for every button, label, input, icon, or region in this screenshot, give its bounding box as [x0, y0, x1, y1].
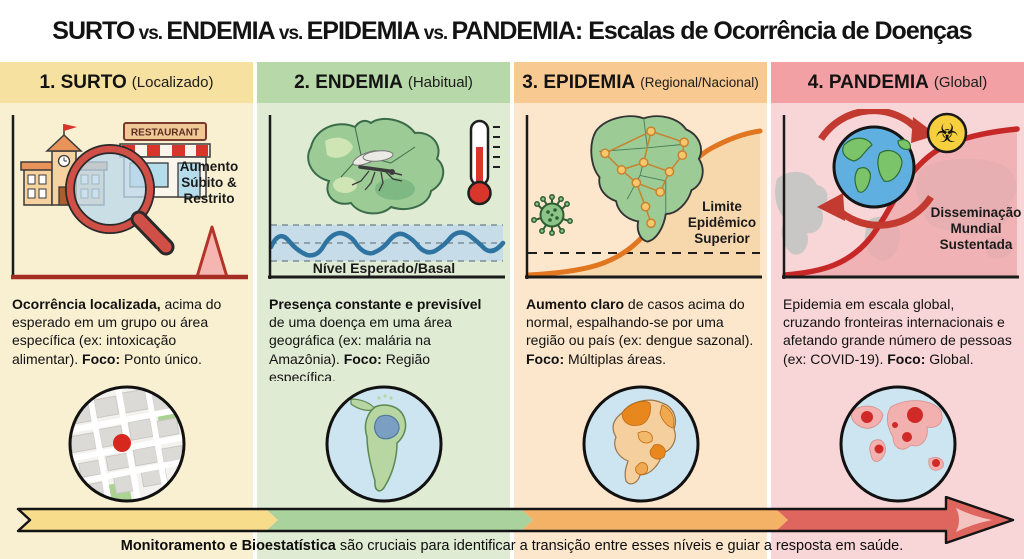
pandemia-chart-panel: ☣ Disseminação Mundial Sustentada: [771, 109, 1024, 287]
focus-label: Foco:: [887, 350, 926, 367]
endemia-chart-panel: Nível Esperado/Basal: [257, 109, 510, 287]
surto-chart-panel: RESTAURANT: [0, 109, 253, 287]
amazon-highlight: [373, 414, 400, 440]
virus-icon: [531, 194, 573, 236]
world-hotspots-icon: [839, 385, 956, 503]
magnifier-icon: [65, 144, 175, 256]
column-qualifier: (Localizado): [131, 74, 214, 91]
brazil-choropleth-icon: [582, 385, 699, 503]
map-circle-epidemia: [514, 383, 767, 505]
column-description: Ocorrência localizada, acima do esperado…: [0, 287, 253, 381]
chart-annotation: Aumento Súbito & Restrito: [179, 159, 239, 206]
column-epidemia: 3. EPIDEMIA (Regional/Nacional): [514, 62, 767, 559]
title-word: PANDEMIA:: [451, 16, 583, 45]
footer-note: Monitoramento e Bioestatística são cruci…: [0, 538, 1024, 554]
focus-label: Foco:: [526, 350, 565, 367]
column-surto-header: 1. SURTO (Localizado): [0, 62, 253, 103]
focus-value: Ponto único.: [120, 350, 202, 367]
column-epidemia-header: 3. EPIDEMIA (Regional/Nacional): [514, 62, 767, 103]
column-surto: 1. SURTO (Localizado): [0, 62, 253, 559]
column-surto-body: RESTAURANT: [0, 103, 253, 559]
biohazard-glyph: ☣: [935, 118, 958, 148]
thermometer-icon: [467, 119, 500, 206]
column-pandemia-header: 4. PANDEMIA (Global): [771, 62, 1024, 103]
description-lead: Presença constante e previsível: [269, 296, 482, 312]
column-pandemia-body: ☣ Disseminação Mundial Sustentada Epidem…: [771, 103, 1024, 559]
description-lead: Aumento claro: [526, 296, 625, 312]
focus-value: Global.: [925, 350, 974, 367]
spread-network: [600, 126, 690, 229]
spike-chart: [11, 115, 248, 280]
title-vs: vs.: [274, 22, 307, 44]
map-circle-pandemia: [771, 383, 1024, 505]
mosquito-icon: [351, 150, 403, 192]
column-endemia: 2. ENDEMIA (Habitual): [257, 62, 510, 559]
epidemia-panel-graphic: [525, 115, 763, 279]
focus-label: Foco:: [82, 350, 121, 367]
map-circle-endemia: [257, 383, 510, 505]
street-map-icon: [68, 385, 185, 503]
focus-value: Múltiplas áreas.: [564, 350, 667, 367]
amazon-region-map-icon: [307, 117, 445, 215]
brazil-map-icon: [590, 115, 704, 243]
main-title: SURTO vs. ENDEMIA vs. EPIDEMIA vs. PANDE…: [52, 16, 973, 46]
column-qualifier: (Global): [933, 74, 988, 91]
title-word: EPIDEMIA: [306, 16, 421, 45]
description-body: acima do esperado em um grupo ou área es…: [12, 296, 222, 367]
surto-panel-graphic: RESTAURANT: [11, 115, 248, 280]
pandemia-panel-graphic: ☣: [775, 109, 1020, 279]
description-body: de uma doença em uma área geográfica (ex…: [269, 314, 452, 367]
footer-rest: são cruciais para identificar a transiçã…: [335, 538, 904, 554]
circulation-arrows-icon: [817, 109, 937, 229]
chart-annotation: Nível Esperado/Basal: [312, 260, 456, 276]
description-body: Epidemia em escala global, cruzando fron…: [783, 296, 1012, 367]
title-subtitle: Escalas de Ocorrência de Doenças: [582, 16, 973, 45]
title-word: SURTO: [52, 16, 135, 45]
column-description: Aumento claro de casos acima do normal, …: [514, 287, 767, 381]
column-title: 4. PANDEMIA: [807, 71, 929, 93]
column-qualifier: (Regional/Nacional): [640, 75, 759, 90]
globe-icon: [832, 125, 916, 209]
column-title: 1. SURTO: [39, 71, 127, 93]
map-circle-surto: [0, 383, 253, 505]
focus-label: Foco:: [343, 350, 382, 367]
chart-annotation: Disseminação Mundial Sustentada: [930, 205, 1022, 252]
column-qualifier: (Habitual): [407, 74, 473, 91]
column-endemia-header: 2. ENDEMIA (Habitual): [257, 62, 510, 103]
biohazard-icon: ☣: [926, 112, 968, 154]
title-vs: vs.: [134, 22, 167, 44]
focus-value: Região específica.: [269, 350, 431, 381]
title-word: ENDEMIA: [166, 16, 275, 45]
title-vs: vs.: [419, 22, 452, 44]
hotspot-dots: [860, 407, 940, 467]
description-lead: Ocorrência localizada,: [12, 296, 161, 312]
south-america-map-icon: [325, 385, 442, 503]
column-title: 2. ENDEMIA: [294, 71, 403, 93]
columns-row: 1. SURTO (Localizado): [0, 62, 1024, 559]
column-endemia-body: Nível Esperado/Basal Presença constante …: [257, 103, 510, 559]
column-description: Presença constante e previsível de uma d…: [257, 287, 510, 381]
endemia-panel-graphic: [268, 115, 506, 279]
chart-annotation: Limite Epidêmico Superior: [687, 199, 757, 246]
restaurant-sign-label: RESTAURANT: [131, 128, 199, 139]
description-body: de casos acima do normal, espalhando-se …: [526, 296, 754, 349]
arrowhead-shine: [956, 508, 992, 532]
baseline-band-chart: [268, 115, 506, 279]
column-title: 3. EPIDEMIA: [522, 71, 636, 93]
title-bar: SURTO vs. ENDEMIA vs. EPIDEMIA vs. PANDE…: [0, 0, 1024, 62]
footer-lead: Monitoramento e Bioestatística: [120, 538, 336, 554]
epidemia-chart-panel: Limite Epidêmico Superior: [514, 109, 767, 287]
gradient-arrow: [0, 495, 1024, 545]
column-pandemia: 4. PANDEMIA (Global): [771, 62, 1024, 559]
outbreak-point-dot: [112, 434, 131, 452]
column-description: Epidemia em escala global, cruzando fron…: [771, 287, 1024, 381]
column-epidemia-body: Limite Epidêmico Superior Aumento claro …: [514, 103, 767, 559]
